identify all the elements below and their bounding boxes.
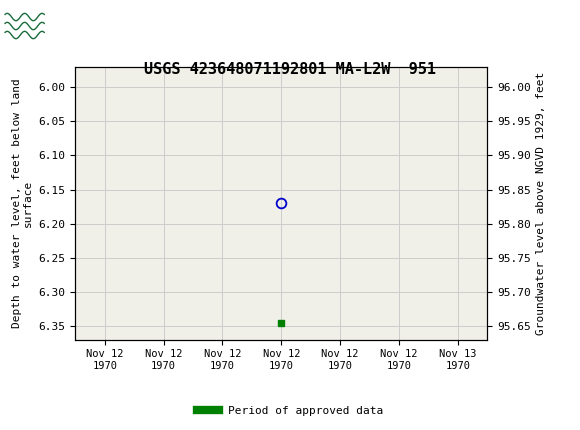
Y-axis label: Groundwater level above NGVD 1929, feet: Groundwater level above NGVD 1929, feet — [536, 71, 546, 335]
FancyBboxPatch shape — [3, 6, 46, 46]
Text: USGS: USGS — [47, 15, 115, 35]
Legend: Period of approved data: Period of approved data — [193, 401, 387, 420]
Text: USGS 423648071192801 MA-L2W  951: USGS 423648071192801 MA-L2W 951 — [144, 62, 436, 77]
Y-axis label: Depth to water level, feet below land
surface: Depth to water level, feet below land su… — [12, 78, 33, 328]
